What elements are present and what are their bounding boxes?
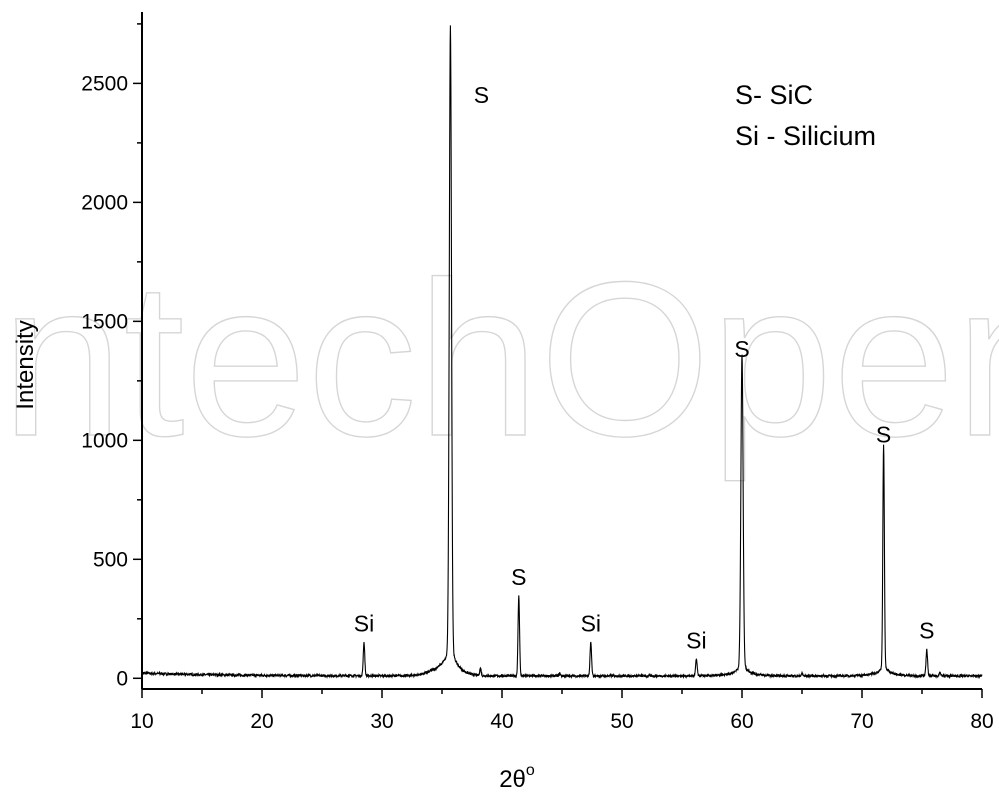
x-tick-label: 50 <box>610 710 633 733</box>
y-tick-label: 500 <box>93 548 128 571</box>
diffraction-pattern-line <box>141 25 983 680</box>
x-axis-title: 2θo <box>499 762 535 793</box>
peak-label: S <box>511 564 526 590</box>
x-tick-labels: 10 20 30 40 50 60 70 80 <box>130 710 993 733</box>
y-tick-label: 0 <box>116 667 128 690</box>
x-tick-label: 20 <box>250 710 273 733</box>
x-ticks <box>141 689 983 698</box>
peak-label: S <box>734 336 749 362</box>
peak-label: Si <box>354 611 374 637</box>
watermark-text: IntechOpen <box>0 236 999 482</box>
x-tick-label: 30 <box>370 710 393 733</box>
peak-label: S <box>919 618 934 644</box>
y-tick-label: 1500 <box>81 310 128 333</box>
legend-entry-silicium: Si - Silicium <box>735 121 876 151</box>
x-tick-label: 10 <box>130 710 153 733</box>
y-tick-labels: 0 500 1000 1500 2000 2500 <box>81 72 128 690</box>
y-tick-label: 2500 <box>81 72 128 95</box>
x-axis-title-sup: o <box>526 762 535 779</box>
legend: S- SiC Si - Silicium <box>735 80 876 151</box>
x-tick-label: 80 <box>970 710 993 733</box>
x-tick-label: 70 <box>850 710 873 733</box>
x-axis-title-main: 2θ <box>499 766 526 793</box>
x-tick-label: 60 <box>730 710 753 733</box>
legend-entry-sic: S- SiC <box>735 80 813 110</box>
x-tick-label: 40 <box>490 710 513 733</box>
peak-label: S <box>474 82 489 108</box>
y-tick-label: 2000 <box>81 191 128 214</box>
y-ticks <box>133 23 142 680</box>
peak-label: S <box>876 421 891 447</box>
peak-label: Si <box>581 611 601 637</box>
peak-labels: Si S S Si Si S S S <box>354 82 935 653</box>
y-tick-label: 1000 <box>81 429 128 452</box>
y-axis-title: Intensity <box>12 320 39 409</box>
peak-label: Si <box>686 627 706 653</box>
